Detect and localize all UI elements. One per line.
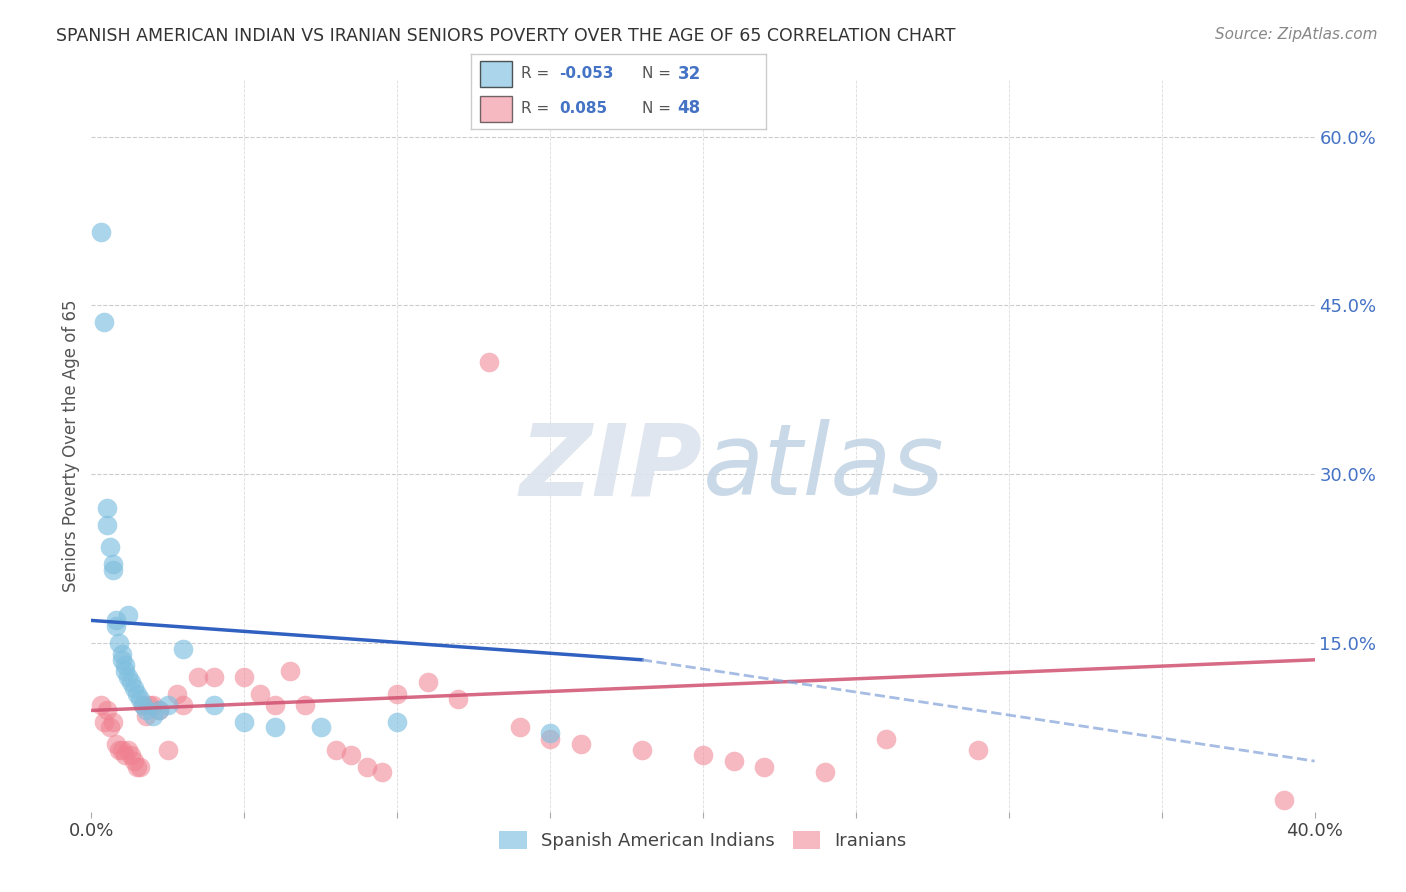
Point bbox=[416, 675, 439, 690]
Point bbox=[172, 641, 194, 656]
Point bbox=[114, 658, 136, 673]
Point bbox=[90, 698, 112, 712]
Point bbox=[96, 500, 118, 515]
Text: 32: 32 bbox=[678, 65, 702, 83]
Point bbox=[1272, 793, 1295, 807]
Point bbox=[478, 354, 501, 368]
Point bbox=[114, 748, 136, 763]
Point bbox=[132, 698, 155, 712]
Point bbox=[371, 765, 394, 780]
Point bbox=[340, 748, 363, 763]
Point bbox=[96, 517, 118, 532]
Point bbox=[148, 703, 170, 717]
Point bbox=[135, 709, 157, 723]
Point bbox=[104, 737, 127, 751]
Point bbox=[166, 687, 188, 701]
Point bbox=[127, 760, 149, 774]
Point bbox=[875, 731, 898, 746]
Point bbox=[233, 714, 256, 729]
Text: N =: N = bbox=[643, 101, 676, 116]
Point bbox=[138, 698, 160, 712]
Text: R =: R = bbox=[522, 101, 554, 116]
Text: atlas: atlas bbox=[703, 419, 945, 516]
Point bbox=[569, 737, 592, 751]
Point bbox=[108, 636, 131, 650]
Text: SPANISH AMERICAN INDIAN VS IRANIAN SENIORS POVERTY OVER THE AGE OF 65 CORRELATIO: SPANISH AMERICAN INDIAN VS IRANIAN SENIO… bbox=[56, 27, 956, 45]
Point bbox=[385, 714, 409, 729]
Legend: Spanish American Indians, Iranians: Spanish American Indians, Iranians bbox=[492, 823, 914, 857]
Point bbox=[692, 748, 714, 763]
Text: Source: ZipAtlas.com: Source: ZipAtlas.com bbox=[1215, 27, 1378, 42]
Point bbox=[187, 670, 209, 684]
Point bbox=[754, 760, 776, 774]
Text: ZIP: ZIP bbox=[520, 419, 703, 516]
Point bbox=[98, 720, 121, 734]
Point bbox=[233, 670, 256, 684]
Point bbox=[129, 760, 152, 774]
FancyBboxPatch shape bbox=[479, 96, 512, 122]
Point bbox=[111, 653, 134, 667]
Point bbox=[385, 687, 409, 701]
Point bbox=[172, 698, 194, 712]
Point bbox=[447, 692, 470, 706]
Point bbox=[538, 731, 561, 746]
Point bbox=[96, 703, 118, 717]
Point bbox=[156, 743, 179, 757]
Point bbox=[141, 709, 163, 723]
Y-axis label: Seniors Poverty Over the Age of 65: Seniors Poverty Over the Age of 65 bbox=[62, 300, 80, 592]
Point bbox=[93, 315, 115, 329]
Point bbox=[117, 743, 139, 757]
Point bbox=[117, 607, 139, 622]
Point bbox=[90, 225, 112, 239]
Point bbox=[104, 614, 127, 628]
Point bbox=[814, 765, 837, 780]
Point bbox=[132, 698, 155, 712]
Point bbox=[148, 703, 170, 717]
Point bbox=[111, 743, 134, 757]
Text: 0.085: 0.085 bbox=[560, 101, 607, 116]
Point bbox=[117, 670, 139, 684]
Point bbox=[278, 664, 301, 678]
Point bbox=[264, 698, 287, 712]
Point bbox=[202, 670, 225, 684]
Point bbox=[325, 743, 347, 757]
Point bbox=[98, 541, 121, 555]
Point bbox=[249, 687, 271, 701]
Text: 48: 48 bbox=[678, 99, 700, 117]
Point bbox=[264, 720, 287, 734]
Point bbox=[120, 675, 142, 690]
Point bbox=[108, 743, 131, 757]
Point bbox=[538, 726, 561, 740]
Text: R =: R = bbox=[522, 67, 554, 81]
Text: -0.053: -0.053 bbox=[560, 67, 614, 81]
Point bbox=[93, 714, 115, 729]
Point bbox=[631, 743, 654, 757]
Point bbox=[111, 647, 134, 661]
Point bbox=[967, 743, 990, 757]
Point bbox=[101, 563, 124, 577]
Point bbox=[122, 754, 145, 768]
Point bbox=[294, 698, 316, 712]
Point bbox=[309, 720, 332, 734]
Point bbox=[129, 692, 152, 706]
Point bbox=[101, 557, 124, 571]
Point bbox=[509, 720, 531, 734]
FancyBboxPatch shape bbox=[479, 62, 512, 87]
Point bbox=[202, 698, 225, 712]
Point bbox=[156, 698, 179, 712]
Point bbox=[356, 760, 378, 774]
Point bbox=[723, 754, 745, 768]
Point bbox=[104, 619, 127, 633]
Point bbox=[135, 703, 157, 717]
Point bbox=[114, 664, 136, 678]
Point bbox=[101, 714, 124, 729]
Point bbox=[120, 748, 142, 763]
Text: N =: N = bbox=[643, 67, 676, 81]
Point bbox=[127, 687, 149, 701]
Point bbox=[141, 698, 163, 712]
Point bbox=[122, 681, 145, 695]
